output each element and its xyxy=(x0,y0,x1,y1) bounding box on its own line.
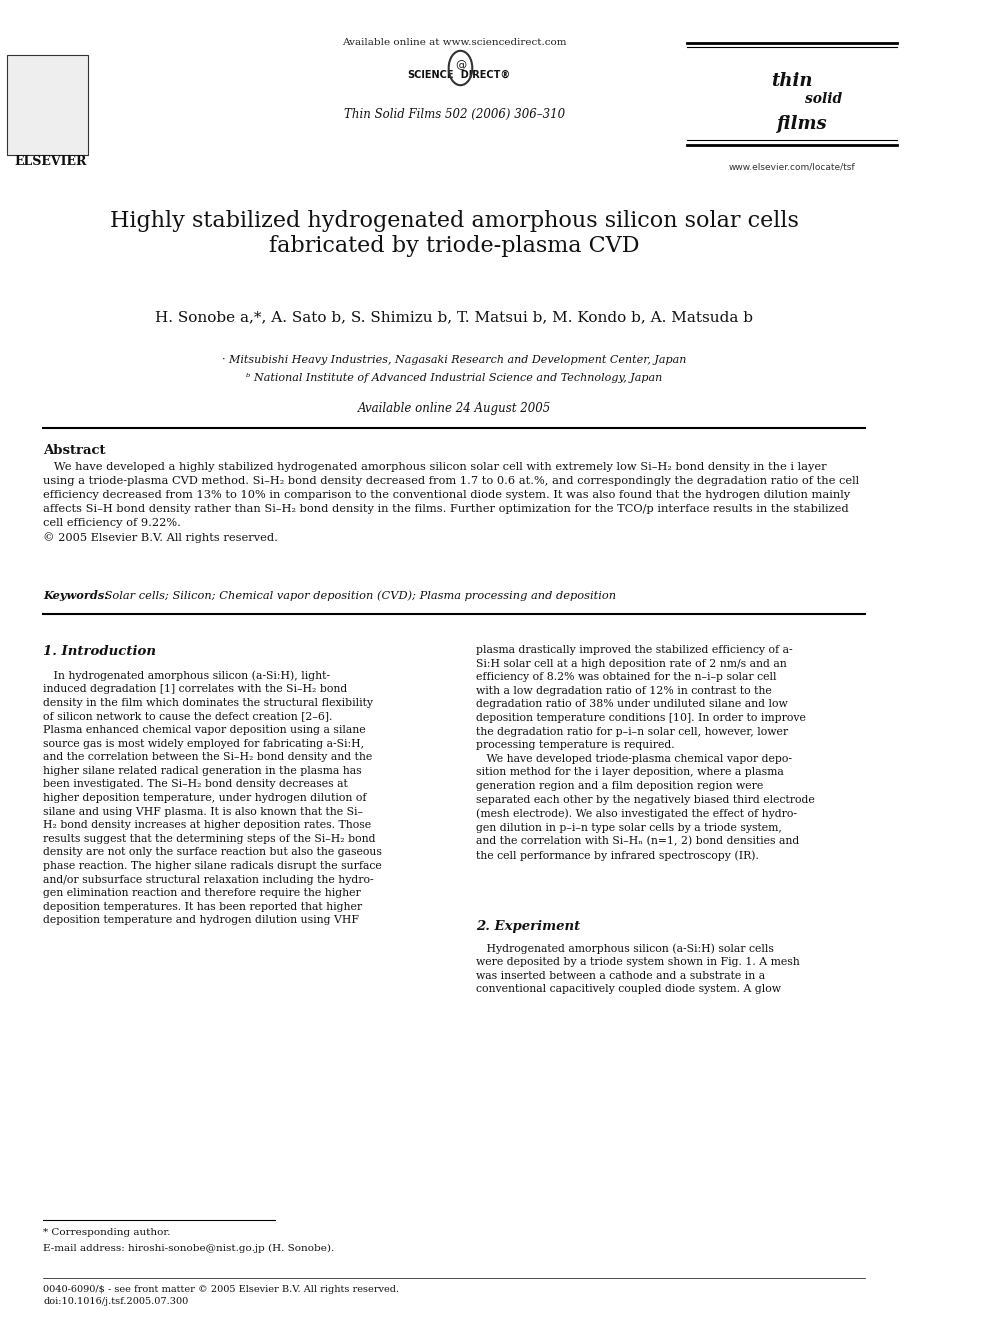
Text: Highly stabilized hydrogenated amorphous silicon solar cells
fabricated by triod: Highly stabilized hydrogenated amorphous… xyxy=(110,210,799,258)
Text: In hydrogenated amorphous silicon (a-Si:H), light-
induced degradation [1] corre: In hydrogenated amorphous silicon (a-Si:… xyxy=(43,669,382,925)
Text: Keywords:: Keywords: xyxy=(43,590,108,601)
Text: We have developed a highly stabilized hydrogenated amorphous silicon solar cell : We have developed a highly stabilized hy… xyxy=(43,462,859,544)
Text: thin: thin xyxy=(771,71,812,90)
Text: @: @ xyxy=(455,61,466,70)
Text: H. Sonobe a,*, A. Sato b, S. Shimizu b, T. Matsui b, M. Kondo b, A. Matsuda b: H. Sonobe a,*, A. Sato b, S. Shimizu b, … xyxy=(155,310,753,324)
Text: DIRECT®: DIRECT® xyxy=(454,70,510,79)
Text: 1. Introduction: 1. Introduction xyxy=(43,646,156,658)
Text: 0040-6090/$ - see front matter © 2005 Elsevier B.V. All rights reserved.
doi:10.: 0040-6090/$ - see front matter © 2005 El… xyxy=(43,1285,399,1307)
Text: Available online at www.sciencedirect.com: Available online at www.sciencedirect.co… xyxy=(342,38,566,48)
Text: Hydrogenated amorphous silicon (a-Si:H) solar cells
were deposited by a triode s: Hydrogenated amorphous silicon (a-Si:H) … xyxy=(476,943,800,995)
Text: * Corresponding author.: * Corresponding author. xyxy=(43,1228,171,1237)
Text: www.elsevier.com/locate/tsf: www.elsevier.com/locate/tsf xyxy=(729,161,855,171)
Text: · Mitsubishi Heavy Industries, Nagasaki Research and Development Center, Japan: · Mitsubishi Heavy Industries, Nagasaki … xyxy=(222,355,686,365)
Text: Thin Solid Films 502 (2006) 306–310: Thin Solid Films 502 (2006) 306–310 xyxy=(343,108,564,120)
Text: Solar cells; Silicon; Chemical vapor deposition (CVD); Plasma processing and dep: Solar cells; Silicon; Chemical vapor dep… xyxy=(101,590,616,601)
Text: plasma drastically improved the stabilized efficiency of a-
Si:H solar cell at a: plasma drastically improved the stabiliz… xyxy=(476,646,814,861)
Text: Abstract: Abstract xyxy=(43,445,105,456)
Text: solid: solid xyxy=(806,93,842,106)
Text: E-mail address: hiroshi-sonobe@nist.go.jp (H. Sonobe).: E-mail address: hiroshi-sonobe@nist.go.j… xyxy=(43,1244,334,1253)
Text: 2. Experiment: 2. Experiment xyxy=(476,919,580,933)
Text: ᵇ National Institute of Advanced Industrial Science and Technology, Japan: ᵇ National Institute of Advanced Industr… xyxy=(246,373,663,382)
Text: Available online 24 August 2005: Available online 24 August 2005 xyxy=(357,402,551,415)
Bar xyxy=(7,56,88,155)
Text: films: films xyxy=(776,115,826,134)
Text: SCIENCE: SCIENCE xyxy=(408,70,454,79)
Text: ELSEVIER: ELSEVIER xyxy=(14,155,86,168)
